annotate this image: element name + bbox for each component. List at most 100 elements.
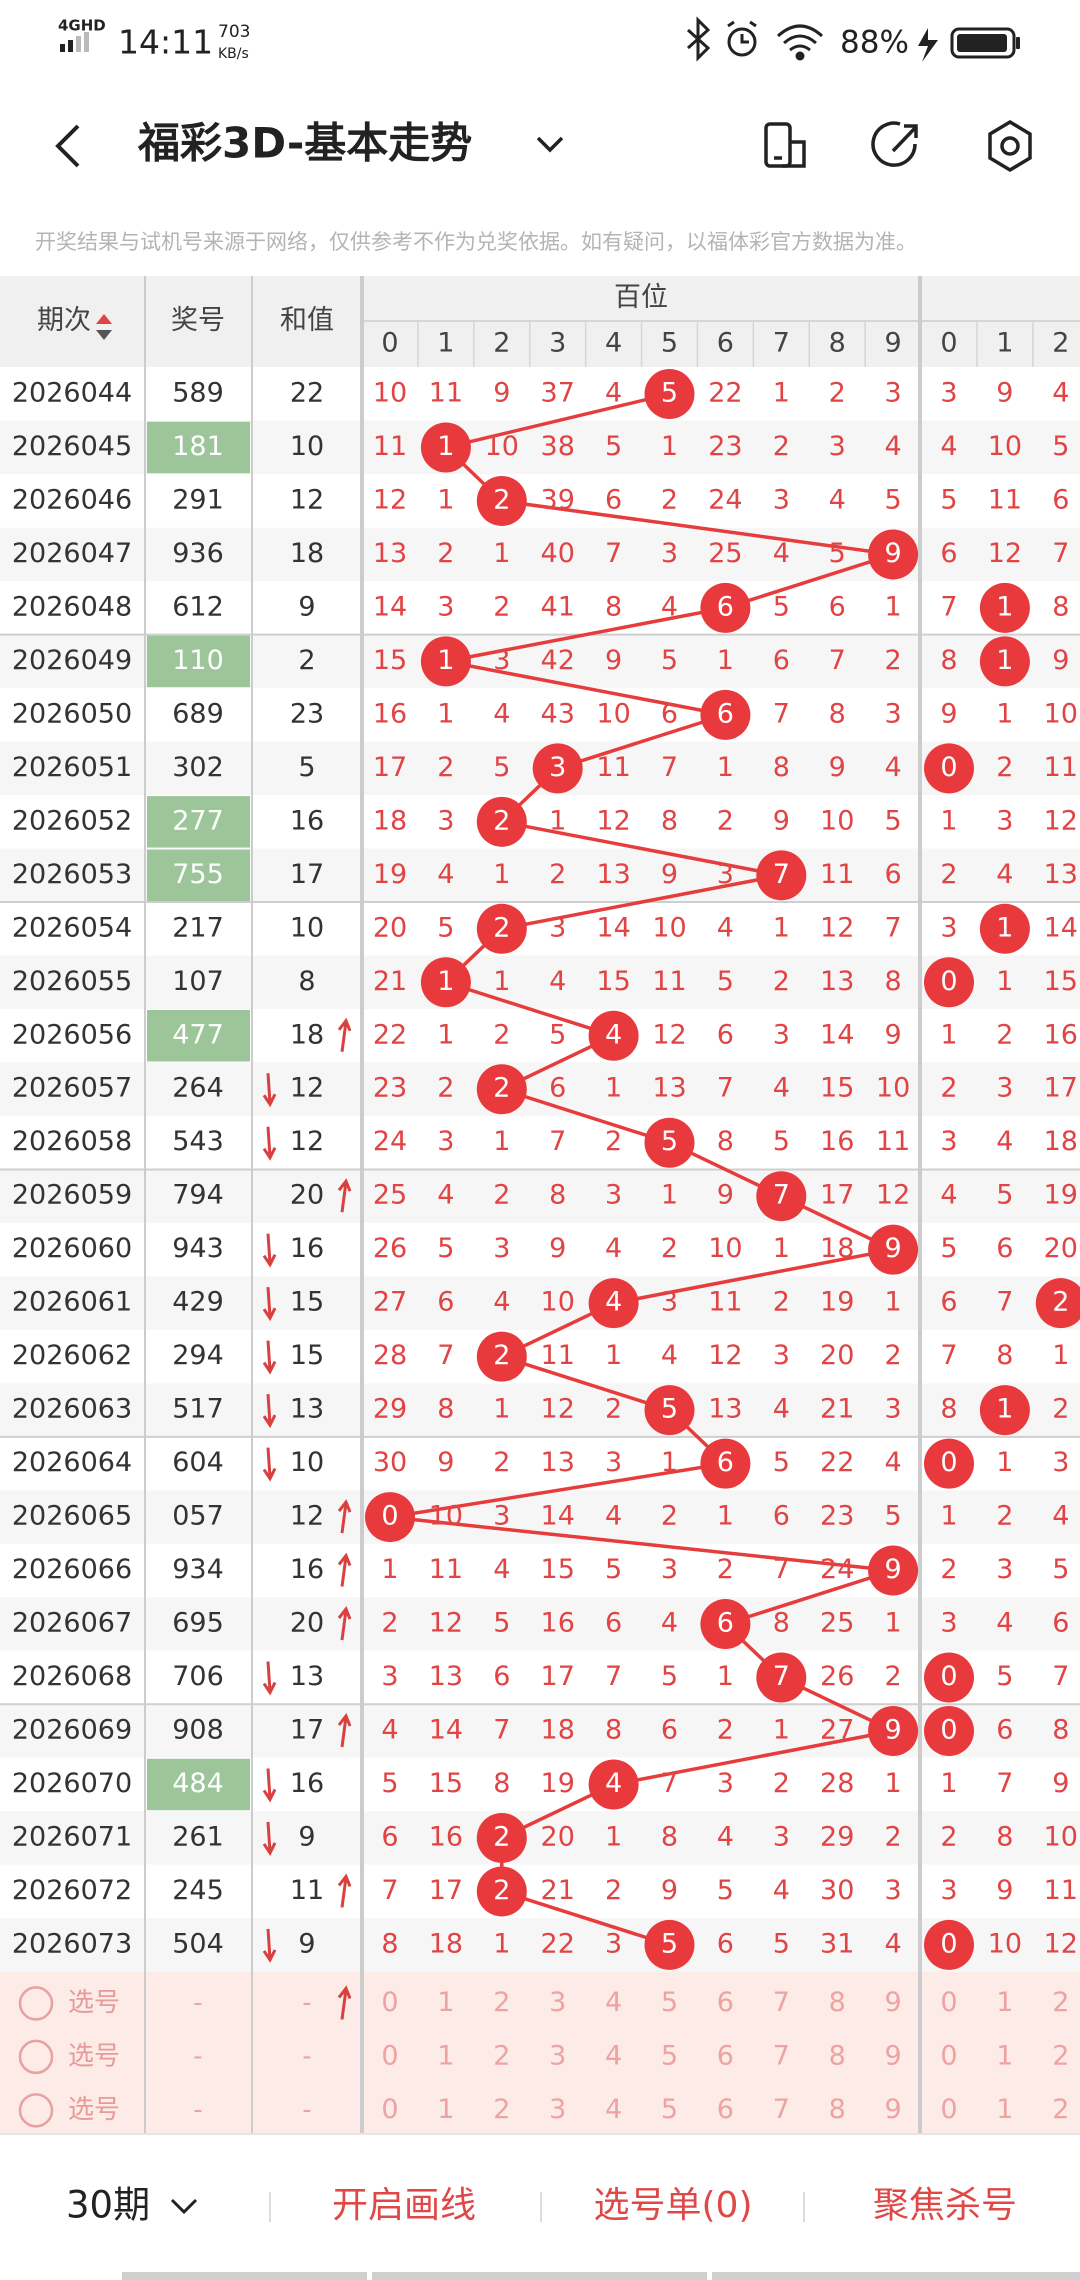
signal-icon: [60, 32, 89, 52]
select-checkbox[interactable]: [18, 2093, 54, 2128]
select-digit[interactable]: 2: [493, 1987, 510, 2018]
hit-digit: 5: [661, 378, 678, 409]
select-digit[interactable]: 2: [493, 2094, 510, 2125]
sum: 16: [290, 805, 324, 836]
select-digit[interactable]: 9: [885, 1987, 902, 2018]
settings-button[interactable]: [988, 119, 1032, 173]
select-digit[interactable]: 7: [773, 2040, 790, 2071]
select-digit[interactable]: 5: [661, 2040, 678, 2071]
miss-count: 21: [820, 1394, 854, 1425]
miss-count: 1: [885, 591, 902, 622]
select-digit[interactable]: 6: [717, 2094, 734, 2125]
select-digit[interactable]: 1: [437, 2094, 454, 2125]
select-digit[interactable]: 4: [605, 2094, 622, 2125]
rotate-button[interactable]: [764, 122, 806, 168]
draw-lines-button[interactable]: 开启画线: [332, 2185, 476, 2226]
miss-count: 16: [541, 1608, 575, 1639]
miss-count: 9: [996, 1875, 1013, 1906]
issue: 2026052: [12, 805, 132, 836]
hit-ball: [476, 1064, 527, 1115]
select-sum: -: [302, 1988, 311, 2018]
select-checkbox[interactable]: [18, 2039, 54, 2075]
hit-ball: [700, 689, 751, 740]
hit-ball: [868, 1706, 919, 1756]
title-dropdown[interactable]: [536, 136, 564, 153]
miss-count: 8: [996, 1340, 1013, 1371]
miss-count: 1: [493, 859, 510, 890]
miss-count: 2: [940, 1073, 957, 1104]
select-digit[interactable]: 2: [1052, 2040, 1069, 2071]
selection-list-button[interactable]: 选号单(0): [594, 2185, 753, 2226]
focus-kill-button[interactable]: 聚焦杀号: [873, 2185, 1017, 2226]
miss-count: 13: [652, 1073, 686, 1104]
select-digit[interactable]: 1: [437, 1987, 454, 2018]
select-digit[interactable]: 5: [661, 2094, 678, 2125]
select-checkbox[interactable]: [18, 1986, 54, 2021]
miss-count: 5: [661, 1661, 678, 1692]
hit-digit: 2: [1052, 1287, 1069, 1318]
select-digit[interactable]: 3: [549, 2040, 566, 2071]
miss-count: 16: [373, 698, 407, 729]
miss-count: 16: [429, 1821, 463, 1852]
miss-count: 12: [988, 538, 1022, 569]
status-icons: [686, 16, 824, 62]
select-digit[interactable]: 4: [605, 2040, 622, 2071]
select-digit[interactable]: 1: [996, 2040, 1013, 2071]
select-digit[interactable]: 1: [996, 2094, 1013, 2125]
period-dropdown[interactable]: [170, 2198, 198, 2215]
hit-ball: [420, 422, 471, 473]
miss-count: 7: [493, 1715, 510, 1746]
select-digit[interactable]: 0: [381, 2094, 398, 2125]
select-digit[interactable]: 8: [829, 2094, 846, 2125]
miss-count: 2: [605, 1875, 622, 1906]
back-button[interactable]: [55, 124, 80, 168]
miss-count: 3: [773, 1340, 790, 1371]
miss-count: 3: [493, 1233, 510, 1264]
select-digit[interactable]: 7: [773, 1987, 790, 2018]
select-digit[interactable]: 6: [717, 1987, 734, 2018]
miss-count: 3: [885, 378, 902, 409]
select-digit[interactable]: 2: [1052, 2094, 1069, 2125]
draw-number: 908: [172, 1715, 224, 1746]
hit-digit: 5: [661, 1126, 678, 1157]
share-button[interactable]: [871, 121, 918, 167]
select-digit[interactable]: 0: [940, 2040, 957, 2071]
issue: 2026044: [12, 378, 132, 409]
miss-count: 3: [437, 805, 454, 836]
select-digit[interactable]: 2: [493, 2040, 510, 2071]
select-digit[interactable]: 0: [381, 2040, 398, 2071]
select-digit[interactable]: 7: [773, 2094, 790, 2125]
select-digit[interactable]: 6: [717, 2040, 734, 2071]
select-digit[interactable]: 5: [661, 1987, 678, 2018]
issue: 2026062: [12, 1340, 132, 1371]
row-bg: [0, 1169, 1080, 1223]
draw-number: 934: [172, 1554, 224, 1585]
select-digit[interactable]: 3: [549, 1987, 566, 2018]
select-digit[interactable]: 0: [381, 1987, 398, 2018]
select-digit[interactable]: 0: [940, 2094, 957, 2125]
hit-ball: [756, 1171, 807, 1222]
select-digit[interactable]: 2: [1052, 1987, 1069, 2018]
hit-digit: 5: [661, 1394, 678, 1425]
select-digit[interactable]: 9: [885, 2094, 902, 2125]
select-digit[interactable]: 4: [605, 1987, 622, 2018]
select-sum: -: [302, 2041, 311, 2071]
miss-count: 7: [773, 698, 790, 729]
select-digit[interactable]: 0: [940, 1987, 957, 2018]
select-digit[interactable]: 9: [885, 2040, 902, 2071]
select-digit[interactable]: 1: [996, 1987, 1013, 2018]
miss-count: 4: [773, 1073, 790, 1104]
hit-digit: 7: [773, 1180, 790, 1211]
period-selector[interactable]: 30期: [66, 2184, 150, 2227]
select-digit[interactable]: 1: [437, 2040, 454, 2071]
miss-count: 4: [381, 1715, 398, 1746]
select-digit[interactable]: 3: [549, 2094, 566, 2125]
miss-count: 3: [661, 1554, 678, 1585]
hit-ball: [476, 1866, 527, 1917]
miss-count: 3: [885, 1394, 902, 1425]
select-digit[interactable]: 8: [829, 2040, 846, 2071]
group-header: 百位: [614, 282, 668, 313]
select-digit[interactable]: 8: [829, 1987, 846, 2018]
miss-count: 1: [940, 805, 957, 836]
page-title[interactable]: 福彩3D-基本走势: [137, 119, 472, 168]
